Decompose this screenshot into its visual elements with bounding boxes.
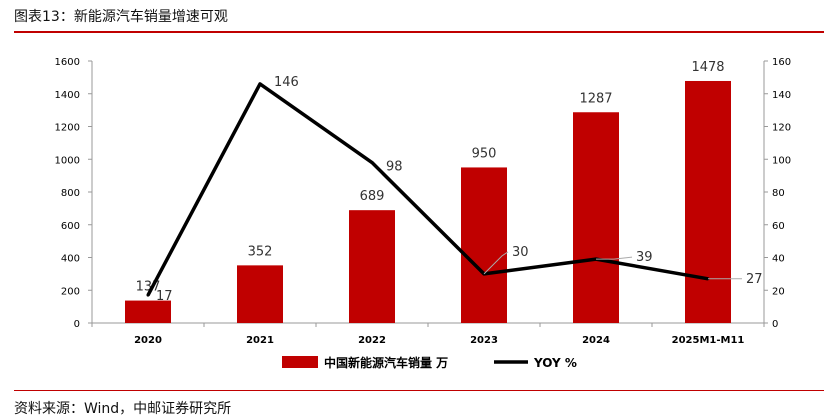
right-axis-tick-label: 80 <box>772 188 785 199</box>
left-axis-tick-label: 1000 <box>55 155 80 166</box>
yoy-value-label: 146 <box>274 75 299 90</box>
source-divider <box>14 390 824 391</box>
yoy-line <box>146 82 709 296</box>
source-note: 资料来源：Wind，中邮证券研究所 <box>14 401 232 417</box>
page-title: 图表13：新能源汽车销量增速可观 <box>14 9 228 25</box>
yoy-value-label: 27 <box>746 272 763 287</box>
x-axis-tick-label: 2020 <box>134 335 162 346</box>
yoy-point <box>146 293 150 297</box>
right-axis-tick-label: 140 <box>772 90 791 101</box>
left-axis-tick-label: 200 <box>61 286 80 297</box>
left-axis-tick-label: 600 <box>61 221 80 232</box>
bar-value-label: 950 <box>472 146 497 161</box>
bar-2022 <box>349 210 395 323</box>
x-axis-tick-label: 2022 <box>358 335 386 346</box>
x-axis-tick-label: 2024 <box>582 335 610 346</box>
bar-2025M1-M11 <box>685 80 731 323</box>
yoy-point <box>370 161 374 165</box>
legend-bar-label: 中国新能源汽车销量 万 <box>324 355 448 370</box>
yoy-leader-line <box>596 256 633 260</box>
bar-value-label: 1478 <box>691 60 724 75</box>
x-axis-tick-label: 2025M1-M11 <box>672 335 745 346</box>
left-axis-tick-label: 800 <box>61 188 80 199</box>
bar-2024 <box>573 112 619 323</box>
legend-line-label: YOY % <box>533 356 577 370</box>
x-axis-tick-label: 2023 <box>470 335 498 346</box>
title-divider <box>14 31 824 33</box>
right-axis-tick-label: 20 <box>772 286 785 297</box>
yoy-point <box>258 82 262 86</box>
left-axis-tick-label: 400 <box>61 254 80 265</box>
left-axis-tick-label: 0 <box>74 319 80 330</box>
right-axis-tick-label: 60 <box>772 221 785 232</box>
x-axis-tick-label: 2021 <box>246 335 274 346</box>
right-axis-tick-label: 120 <box>772 123 791 134</box>
bar-value-label: 689 <box>360 189 385 204</box>
left-axis-tick-label: 1400 <box>55 90 80 101</box>
yoy-value-label: 17 <box>156 289 173 304</box>
bar-2023 <box>461 167 507 323</box>
right-axis-tick-label: 160 <box>772 57 791 68</box>
left-axis-tick-label: 1600 <box>55 57 80 68</box>
right-axis-tick-label: 100 <box>772 155 791 166</box>
legend-bar-swatch <box>282 356 318 368</box>
bar-value-label: 1287 <box>579 91 612 106</box>
right-axis-tick-label: 40 <box>772 254 785 265</box>
left-axis-tick-label: 1200 <box>55 123 80 134</box>
right-axis-tick-label: 0 <box>772 319 778 330</box>
yoy-value-label: 98 <box>386 160 403 175</box>
yoy-value-label: 39 <box>636 250 653 265</box>
bar-value-label: 352 <box>248 244 273 259</box>
yoy-leader-line <box>483 251 509 275</box>
bar-2021 <box>237 265 283 323</box>
yoy-value-label: 30 <box>512 245 529 260</box>
bar-2020 <box>125 300 171 323</box>
